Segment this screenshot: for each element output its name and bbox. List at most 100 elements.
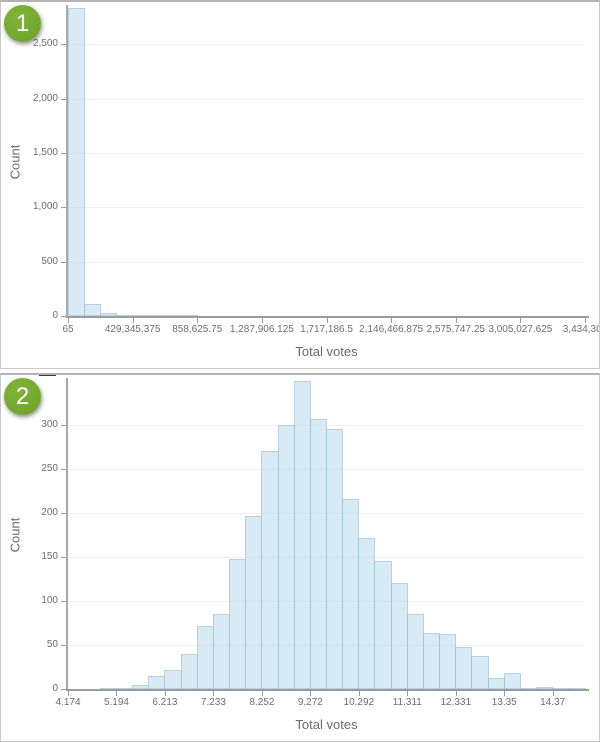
histogram-bar[interactable] [99,313,117,316]
x-tick-mark [68,691,69,696]
histogram-bar[interactable] [229,558,247,689]
y-tick-label: 2,500 [32,38,58,50]
card-edge-dash [39,375,56,376]
y-tick-label: 200 [41,507,58,518]
histogram-bar[interactable] [212,614,231,689]
y-tick-mark [61,261,66,263]
y-tick-mark [61,207,66,209]
x-tick-mark [358,691,360,696]
x-tick-mark [520,318,522,323]
histogram-bar[interactable] [471,655,489,689]
x-tick-label: 1,287,906.125 [229,324,294,335]
y-tick-label: 100 [41,595,58,606]
histogram-bar[interactable] [180,653,198,689]
histogram-bar[interactable] [422,632,441,689]
histogram-bar[interactable] [277,425,295,689]
histogram-bar[interactable] [83,303,101,316]
y-tick-label: 50 [46,639,58,650]
x-tick-mark [310,691,312,696]
histogram-bar[interactable] [390,582,408,689]
y-tick-mark [61,316,66,317]
x-tick-label: 9.272 [297,697,323,708]
x-tick-label: 3,005,027.625 [488,324,553,335]
y-tick-mark [61,689,66,690]
y-tick-mark [61,425,66,426]
y-tick-mark [61,469,66,470]
x-axis-line [66,316,589,318]
x-tick-mark [197,318,199,323]
histogram-bar[interactable] [374,560,392,689]
x-tick-label: 14.37 [540,697,566,708]
x-tick-label: 3,434,308 [562,324,599,335]
histogram-bar[interactable] [342,498,360,689]
histogram-bar[interactable] [196,625,214,689]
x-tick-label: 5.194 [103,697,129,708]
x-tick-mark [326,318,328,323]
histogram-bar[interactable] [293,381,311,689]
histogram-bar[interactable] [358,537,376,689]
y-tick-label: 0 [52,683,58,694]
histogram-bar[interactable] [406,614,424,689]
histogram-bar[interactable] [503,673,521,689]
x-axis-line [66,689,589,691]
y-tick-label: 300 [41,419,58,430]
histogram-bar[interactable] [326,429,344,689]
y-tick-label: 500 [41,255,58,267]
histogram-bar[interactable] [148,675,166,689]
y-tick-mark [61,645,66,646]
gridline [68,44,585,46]
x-tick-label: 7.233 [200,697,226,708]
y-tick-mark [61,98,66,100]
y-axis-line [66,378,68,691]
x-tick-label: 429,345.375 [104,324,161,335]
x-tick-label: 12.331 [440,697,472,708]
gridline [68,261,585,263]
y-tick-mark [61,153,66,155]
y-tick-mark [61,557,66,558]
histogram-bar[interactable] [439,634,457,689]
x-tick-mark [132,318,134,323]
x-tick-mark [455,318,457,323]
y-tick-label: 1,000 [32,201,58,213]
gridline [68,153,585,155]
card-histogram-log: 2 Count Total votes 0 50 100 150 200 250 300 4.… [0,373,600,742]
gridline [68,98,585,100]
gridline [68,207,585,209]
histogram-bar[interactable] [309,418,327,689]
histogram-bar[interactable] [487,678,505,689]
x-tick-mark [164,691,166,696]
y-axis-title: Count [7,517,23,553]
x-tick-mark [261,318,263,323]
histogram-bar[interactable] [455,646,473,689]
y-tick-label: 250 [41,463,58,474]
card-number-badge: 1 [4,5,41,42]
x-tick-label: 8.252 [249,697,275,708]
x-tick-mark [391,318,393,323]
histogram-bar[interactable] [164,669,182,689]
x-tick-label: 65 [62,324,74,335]
histogram-bar[interactable] [67,8,85,316]
x-tick-mark [552,691,554,696]
y-tick-label: 2,000 [32,92,58,104]
histogram-bar[interactable] [245,515,263,689]
x-tick-label: 11.311 [392,697,422,708]
x-tick-mark [261,691,263,696]
x-tick-mark [68,318,69,323]
x-tick-label: 13.35 [491,697,517,708]
x-tick-mark [585,318,586,323]
y-tick-label: 1,500 [32,147,58,159]
x-tick-mark [213,691,215,696]
x-tick-label: 858,625.75 [172,324,223,335]
y-tick-label: 150 [41,551,58,562]
x-tick-mark [116,691,118,696]
x-tick-label: 1,717,186.5 [300,324,353,335]
histogram-bar[interactable] [261,451,279,689]
y-tick-label: 0 [52,310,58,321]
x-axis-title: Total votes [295,717,358,732]
x-tick-label: 6.213 [152,697,178,708]
x-tick-label: 2,146,466.875 [359,324,424,335]
y-tick-mark [61,513,66,514]
x-tick-label: 10.292 [343,697,375,708]
x-tick-label: 2,575,747.25 [426,324,485,335]
x-tick-label: 4.174 [55,697,81,708]
